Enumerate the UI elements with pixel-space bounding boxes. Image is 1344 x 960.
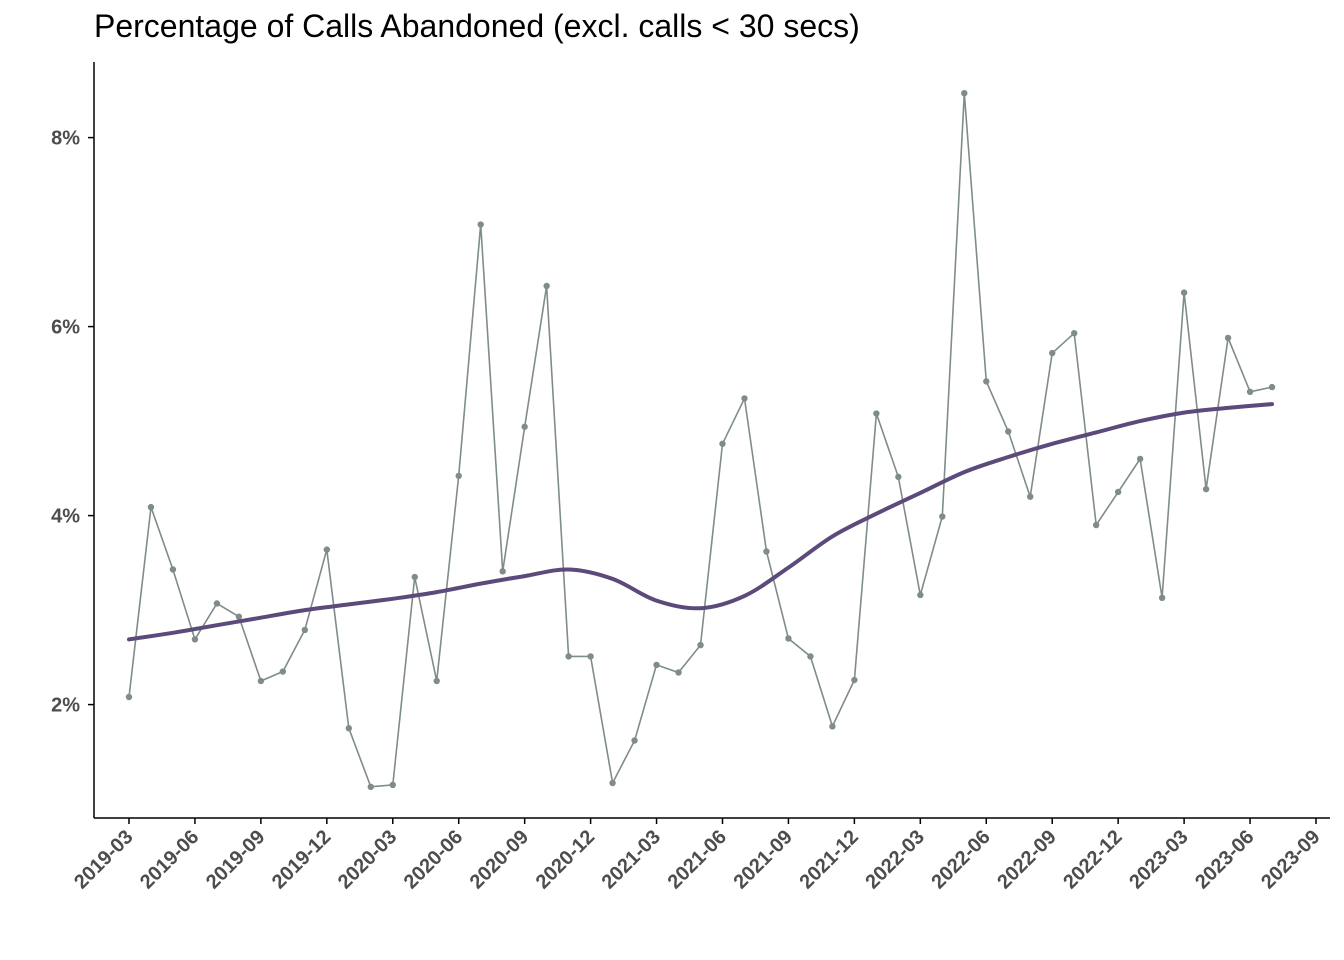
monthly-data-point [1049,349,1056,357]
x-tick-label: 2021-12 [795,826,862,893]
monthly-data-point [367,783,374,791]
x-tick-label: 2020-03 [334,826,401,893]
monthly-data-point [1027,493,1034,500]
x-tick-label: 2019-12 [268,826,335,893]
x-tick-label: 2021-09 [730,826,797,893]
monthly-data-point [675,669,682,676]
monthly-data-point [477,221,484,228]
monthly-data-point [983,378,990,385]
monthly-data-point [455,472,462,480]
y-tick-label: 4% [51,506,80,528]
monthly-series-line [128,93,1273,788]
monthly-data-point [939,513,946,520]
monthly-data-point [1268,383,1276,391]
monthly-data-point [1224,334,1232,342]
monthly-data-point [653,661,660,669]
x-tick-label: 2021-03 [598,826,665,893]
y-tick-label: 2% [51,695,80,717]
monthly-data-point [697,641,704,649]
monthly-data-point [169,566,177,573]
monthly-data-point [235,613,243,620]
monthly-data-point [1202,485,1210,493]
x-tick-label: 2020-06 [400,826,467,893]
monthly-data-point [631,737,638,744]
monthly-data-point [565,653,572,660]
monthly-data-point [499,568,506,575]
monthly-data-point [741,395,748,402]
x-tick-label: 2021-06 [664,826,731,893]
x-tick-label: 2022-12 [1059,826,1126,893]
monthly-data-point [1092,521,1100,529]
monthly-data-point [1180,289,1188,296]
monthly-data-point [807,653,814,660]
monthly-data-point [609,779,616,787]
x-tick-label: 2019-03 [70,826,137,893]
monthly-data-point [257,677,265,685]
monthly-data-point [411,573,418,581]
x-tick-label: 2022-03 [861,826,928,893]
monthly-data-point [961,89,968,97]
monthly-data-point [1246,388,1254,396]
monthly-data-point [1071,330,1078,337]
monthly-data-point [521,423,528,430]
monthly-data-point [1136,455,1144,463]
monthly-data-point [895,473,902,481]
monthly-data-point [1114,488,1122,496]
x-tick-label: 2022-09 [993,826,1060,893]
y-axis-ticks: 2% 4% 6% 8% [51,128,94,717]
chart-title: Percentage of Calls Abandoned (excl. cal… [94,8,860,44]
monthly-data-point [213,600,221,607]
y-tick-label: 8% [51,128,80,150]
monthly-data-point [719,440,726,447]
series-layer [125,89,1276,791]
x-tick-label: 2019-06 [136,826,203,893]
monthly-data-point [279,668,287,675]
monthly-data-point [917,591,924,599]
monthly-data-point [829,723,836,730]
monthly-data-point [587,653,594,660]
x-tick-label: 2020-12 [532,826,599,893]
x-tick-label: 2023-09 [1257,826,1324,893]
monthly-data-point [191,636,199,643]
monthly-data-point [301,626,309,634]
monthly-data-point [323,546,331,553]
x-tick-label: 2023-03 [1125,826,1192,893]
x-tick-label: 2020-09 [466,826,533,893]
monthly-data-point [851,676,858,684]
x-tick-label: 2019-09 [202,826,269,893]
monthly-data-point [543,282,550,290]
monthly-data-point [1005,428,1012,435]
monthly-data-point [763,548,770,555]
trend-series-line [127,402,1274,642]
monthly-data-point [147,503,155,511]
monthly-data-point [389,781,396,789]
x-axis-ticks: 2019-032019-062019-092019-122020-032020-… [70,818,1325,893]
monthly-data-point [1158,594,1166,602]
monthly-data-point [433,677,440,685]
monthly-data-point [785,635,792,642]
x-tick-label: 2023-06 [1191,826,1258,893]
monthly-data-point [345,725,352,732]
monthly-data-point [125,693,133,701]
y-tick-label: 6% [51,317,80,339]
x-tick-label: 2022-06 [927,826,994,893]
monthly-data-point [873,410,880,417]
